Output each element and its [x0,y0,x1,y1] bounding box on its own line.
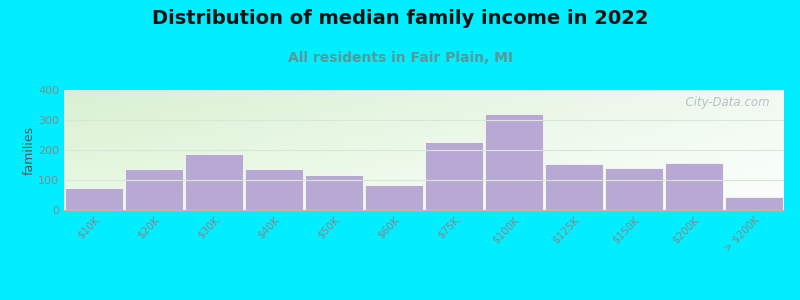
Bar [425,142,483,210]
Bar [545,164,603,210]
Bar [305,175,363,210]
Bar [185,154,243,210]
Bar [365,185,423,210]
Bar [245,169,303,210]
Bar [665,163,723,210]
Text: City-Data.com: City-Data.com [678,96,770,109]
Y-axis label: families: families [22,125,35,175]
Bar [725,196,783,210]
Bar [485,114,543,210]
Bar [125,169,183,210]
Bar [65,188,123,210]
Text: Distribution of median family income in 2022: Distribution of median family income in … [152,9,648,28]
Bar [605,168,663,210]
Text: All residents in Fair Plain, MI: All residents in Fair Plain, MI [287,51,513,65]
